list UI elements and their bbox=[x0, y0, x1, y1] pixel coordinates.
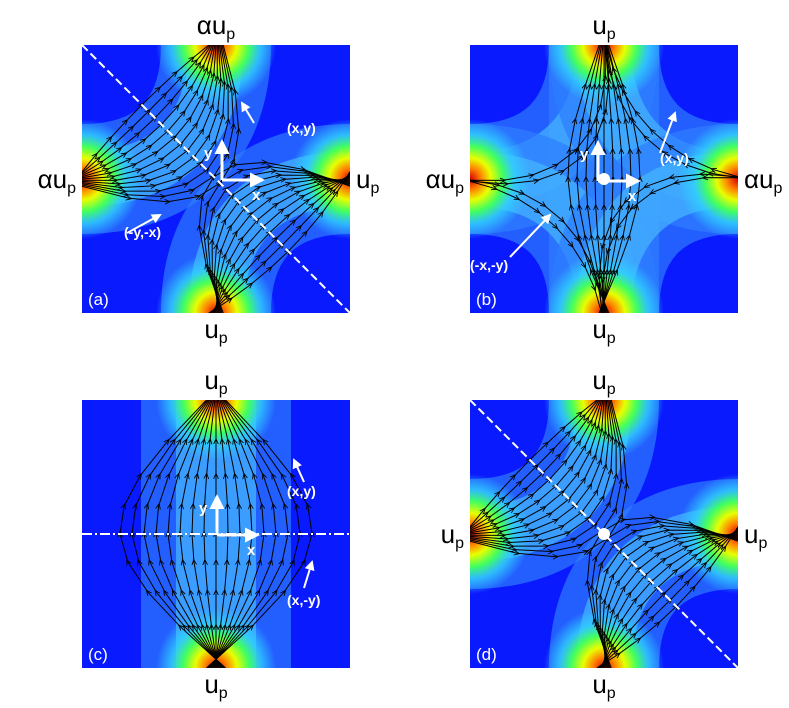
label-main: u bbox=[356, 164, 370, 194]
field bbox=[470, 45, 738, 313]
streamline bbox=[605, 45, 738, 178]
annotation: (x,y) bbox=[287, 483, 316, 499]
right-label: up bbox=[356, 164, 379, 197]
label-main: u bbox=[204, 669, 218, 699]
label-main: u bbox=[204, 314, 218, 344]
bottom-label: up bbox=[592, 669, 615, 702]
left-label: αup bbox=[38, 164, 77, 197]
label-sub: p bbox=[607, 330, 616, 347]
bottom-label: up bbox=[592, 314, 615, 347]
label-sub: p bbox=[455, 535, 464, 552]
streamline bbox=[599, 174, 738, 313]
annotation: (x,y) bbox=[660, 150, 689, 166]
label-main: u bbox=[592, 314, 606, 344]
label-sub: p bbox=[774, 180, 783, 197]
center-dot bbox=[598, 173, 610, 185]
panel-label: (d) bbox=[476, 645, 497, 664]
annotation-arrow bbox=[126, 214, 162, 234]
label-sub: p bbox=[226, 26, 235, 43]
label-sub: p bbox=[67, 180, 76, 197]
axis-label: x bbox=[252, 187, 261, 204]
axis-label: x bbox=[628, 188, 637, 205]
axis-label: x bbox=[247, 542, 256, 559]
label-sub: p bbox=[219, 685, 228, 702]
label-main: u bbox=[441, 519, 455, 549]
left-label: up bbox=[441, 519, 464, 552]
symmetry-line bbox=[81, 44, 351, 314]
label-main: αu bbox=[197, 10, 227, 40]
annotation-arrow bbox=[292, 458, 305, 483]
top-label: up bbox=[204, 365, 227, 398]
annotation-arrow bbox=[509, 213, 552, 258]
label-sub: p bbox=[607, 26, 616, 43]
axis-label: y bbox=[204, 145, 213, 162]
streamline bbox=[470, 180, 603, 313]
label-sub: p bbox=[219, 330, 228, 347]
right-label: up bbox=[744, 519, 767, 552]
top-label: αup bbox=[197, 10, 236, 43]
label-sub: p bbox=[455, 180, 464, 197]
label-main: αu bbox=[38, 164, 68, 194]
label-main: u bbox=[592, 365, 606, 395]
center-dot bbox=[598, 528, 610, 540]
label-main: u bbox=[204, 365, 218, 395]
label-sub: p bbox=[607, 381, 616, 398]
annotation: (-x,-y) bbox=[470, 257, 508, 273]
panel-label: (c) bbox=[88, 645, 108, 664]
annotation-arrow bbox=[240, 101, 255, 124]
label-sub: p bbox=[607, 685, 616, 702]
label-sub: p bbox=[370, 180, 379, 197]
label-main: u bbox=[744, 519, 758, 549]
symmetry-line bbox=[469, 399, 739, 669]
label-main: u bbox=[592, 669, 606, 699]
label-sub: p bbox=[219, 381, 228, 398]
bottom-label: up bbox=[204, 669, 227, 702]
right-label: αup bbox=[744, 164, 783, 197]
top-label: up bbox=[592, 10, 615, 43]
field bbox=[470, 400, 738, 668]
label-main: u bbox=[592, 10, 606, 40]
annotation: (-y,-x) bbox=[124, 224, 161, 240]
annotation-arrow bbox=[303, 560, 315, 589]
annotation-arrow bbox=[659, 111, 677, 154]
label-main: αu bbox=[426, 164, 456, 194]
axis-label: y bbox=[580, 146, 589, 163]
annotation: (x,-y) bbox=[287, 592, 320, 608]
axis-label: y bbox=[199, 500, 208, 517]
bottom-label: up bbox=[204, 314, 227, 347]
panel-label: (b) bbox=[476, 290, 497, 309]
label-sub: p bbox=[758, 535, 767, 552]
left-label: αup bbox=[426, 164, 465, 197]
panel-label: (a) bbox=[88, 290, 109, 309]
annotation: (x,y) bbox=[287, 120, 316, 136]
label-main: αu bbox=[744, 164, 774, 194]
top-label: up bbox=[592, 365, 615, 398]
